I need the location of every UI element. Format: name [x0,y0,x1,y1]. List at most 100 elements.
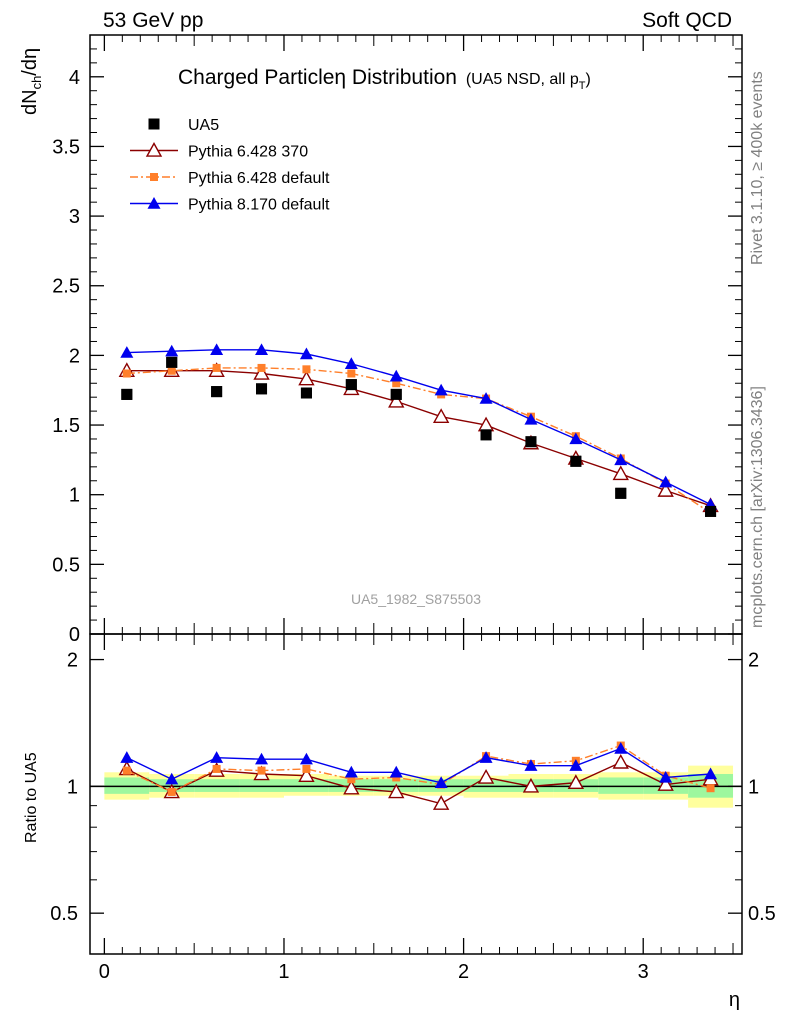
pythia-6-428-370-point [253,365,270,380]
ratio-y-tick-label-right: 0.5 [748,903,776,925]
pythia-8-170-default-point [255,343,269,356]
ratio-pythia-8-170-default-point [524,759,538,771]
chart-title-sub: (UA5 NSD, all p [466,71,579,88]
x-tick-label: 3 [638,961,649,983]
ratio-pythia-8-170-default-point [569,759,583,771]
ua5-data-point-top [615,487,627,499]
legend-marker-pythia-6-428-370 [145,142,163,157]
ratio-pythia-6-428-default-point [167,787,176,796]
ratio-pythia-8-170-default-point [389,765,403,778]
ratio-pythia-6-428-default-point [212,764,221,773]
y-axis-label: dNch/dη [19,48,44,115]
x-tick-label: 1 [278,961,289,983]
ratio-panel-frame [89,633,743,955]
y-tick-label: 2 [69,345,80,367]
ratio-y-axis-label: Ratio to UA5 [23,752,40,843]
rivet-label: Rivet 3.1.10, ≥ 400k events [749,71,766,265]
uncertainty-band-green [239,779,284,792]
mcplots-label: mcplots.cern.ch [arXiv:1306.3436] [749,386,766,628]
pythia-8-170-default-point [524,412,538,425]
ratio-pythia-6-428-370-point [432,795,450,810]
ratio-pythia-6-428-370-point [522,777,540,793]
analysis-watermark: UA5_1982_S875503 [351,591,481,607]
pythia-6-428-default-line [126,367,711,514]
y-tick-label: 2.5 [52,276,80,298]
x-tick-label: 0 [99,961,110,983]
header-right-label: Soft QCD [642,9,732,32]
pythia-8-170-default-point [299,347,313,360]
pythia-6-428-370-point [432,408,450,423]
ua5-data-point-top [390,388,402,400]
ratio-pythia-6-428-370-point [567,774,585,790]
pythia-6-428-default-point [392,379,401,388]
y-tick-label: 1.5 [52,415,80,437]
legend-marker-ua5 [148,118,160,130]
legend-label-pythia-6-428-370: Pythia 6.428 370 [188,144,308,161]
ua5-data-point-top [166,356,178,368]
legend-label-ua5: UA5 [188,117,219,134]
legend: UA5 Pythia 6.428 370 Pythia 6.428 default P… [130,117,330,214]
ratio-pythia-6-428-default-point [122,766,131,775]
ratio-pythia-8-170-default-point [299,752,313,765]
pythia-6-428-default-point [347,369,356,378]
pythia-6-428-default-point [122,369,131,378]
pythia-8-170-default-point [569,432,583,445]
pythia-8-170-default-point [659,475,673,488]
ratio-pythia-6-428-default-point [302,764,311,773]
pythia-8-170-default-point [344,357,358,369]
ratio-pythia-8-170-default-point [344,765,358,778]
y-tick-label: 0.5 [52,554,80,576]
legend-label-pythia-6-428-default: Pythia 6.428 default [188,170,330,187]
pythia-6-428-default-point [302,365,311,374]
ratio-y-tick-label: 0.5 [50,903,78,925]
ua5-data-point-top [705,505,717,517]
x-tick-label: 2 [458,961,469,983]
ratio-y-tick-label-right: 1 [748,776,759,798]
ratio-y-tick-label-right: 2 [748,650,759,672]
y-axis-label-tail: /dη [19,48,41,76]
pythia-6-428-370-point [612,465,629,481]
ratio-y-tick-label: 1 [67,776,78,798]
ratio-pythia-8-170-default-point [434,776,448,788]
main-panel: 0 0.5 1 1.5 2 2.5 3 3.5 4 [52,34,743,646]
ratio-pythia-8-170-default-point [255,752,269,765]
y-axis-label-main: dN [19,89,41,115]
y-tick-label: 1 [69,485,80,507]
pythia-8-170-default-point [479,392,493,404]
legend-label-pythia-8-170-default: Pythia 8.170 default [188,197,330,214]
pythia-6-428-370-point [298,370,315,386]
ratio-pythia-8-170-default-point [210,751,224,763]
ratio-pythia-6-428-370-point [612,753,629,769]
ratio-pythia-6-428-370-point [657,776,674,791]
ratio-pythia-6-428-370-point [477,769,495,784]
ratio-pythia-8-170-default-point [659,770,673,783]
ratio-y-tick-label: 2 [67,650,78,672]
pythia-8-170-default-point [434,383,448,396]
pythia-8-170-default-point [210,343,224,356]
pythia-6-428-370-point [657,482,674,497]
chart-title: Charged Particleη Distribution (UA5 NSD,… [178,66,591,92]
ratio-pythia-6-428-370-point [343,779,360,795]
ratio-pythia-8-170-default-line [126,747,711,784]
uncertainty-band-green [194,779,240,792]
pythia-6-428-default-point [257,363,266,372]
ua5-data-point-top [211,386,223,398]
ratio-pythia-8-170-default-point [120,751,134,763]
y-tick-label: 3.5 [52,136,80,158]
chart-title-sub-close: ) [585,71,590,88]
legend-marker-pythia-8-170-default [147,197,161,209]
uncertainty-band-green [283,779,329,792]
uncertainty-band-green [463,779,509,792]
ratio-pythia-6-428-default-point [347,775,356,784]
legend-marker-pythia-6-428-default [150,173,158,181]
pythia-6-428-370-line [126,370,711,507]
ua5-data-point-top [256,383,268,395]
x-axis-label: η [729,989,740,1011]
chart-title-main: Charged Particleη Distribution [178,66,457,89]
pythia-8-170-default-point [120,346,134,358]
pythia-8-170-default-point [165,344,179,357]
y-tick-label: 4 [69,67,80,89]
y-tick-label: 3 [69,206,80,228]
chart-title-sub-subscript: T [579,80,586,92]
pythia-8-170-default-line [126,349,711,506]
